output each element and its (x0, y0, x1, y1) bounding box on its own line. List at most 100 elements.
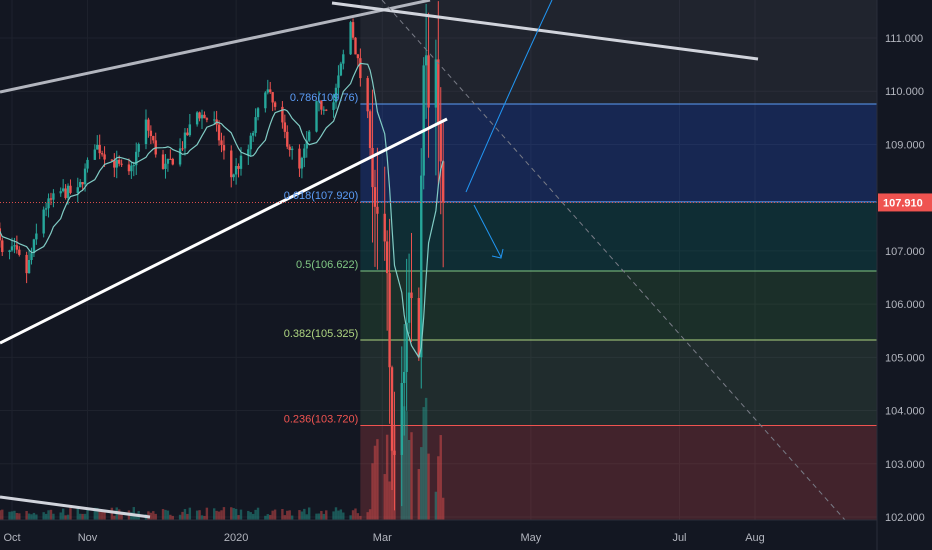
volume-bar (234, 508, 238, 520)
candle-body (434, 59, 438, 108)
x-tick-label: Mar (373, 532, 392, 544)
current-price-tag: 107.910 (878, 193, 932, 212)
candle-body (239, 155, 243, 169)
candle-body (181, 148, 184, 150)
volume-bar (298, 510, 301, 520)
candle-body (212, 119, 216, 121)
candle-body (217, 124, 221, 141)
volume-bar (434, 491, 438, 520)
candles (0, 1, 445, 511)
volume-bar (35, 514, 38, 520)
volume-bar (86, 507, 89, 520)
volume-bar (83, 513, 87, 520)
volume-bar (120, 512, 123, 520)
candle-body (1, 240, 4, 252)
candle-body (256, 108, 260, 118)
candle-body (230, 150, 233, 178)
volume-bar (290, 515, 294, 520)
descending-resistance-line (331, 1, 759, 61)
candle-body (342, 54, 345, 64)
volume-bar (96, 507, 99, 520)
volume-bar (10, 511, 14, 520)
candle-body (113, 160, 116, 168)
candle-body (283, 122, 287, 132)
dashed-projection-line (381, 0, 846, 521)
volume-bar (69, 507, 72, 520)
candle-body (288, 146, 291, 151)
candle-body (120, 163, 123, 165)
drawings (0, 0, 877, 521)
volume-bar (1, 509, 4, 520)
candle-body (18, 249, 21, 255)
fib-level-label: 0.618(107.920) (284, 190, 359, 202)
candle-body (388, 273, 391, 368)
candle-body (110, 159, 114, 161)
volume-bar (166, 510, 170, 520)
candle-body (98, 144, 101, 154)
volume-bar (237, 515, 240, 520)
volume-bar (322, 513, 326, 520)
candle-body (178, 148, 182, 165)
volume-bar (25, 510, 28, 520)
volume-bar (342, 512, 345, 520)
volume-bar (283, 515, 287, 520)
candle-body (441, 161, 445, 203)
bottom-trend-line (0, 495, 151, 519)
volume-bar (427, 453, 430, 520)
candle-body (247, 149, 250, 156)
current-price-tag-bg (878, 193, 932, 212)
downside-arrow-head (491, 248, 504, 259)
volume-bar (47, 510, 50, 520)
candle-body (325, 109, 328, 111)
candle-body (61, 188, 65, 192)
candle-body (298, 148, 301, 169)
y-tick-label: 102.000 (885, 512, 925, 524)
x-tick-label: Oct (3, 532, 20, 544)
volume-bar (98, 509, 101, 520)
downside-arrow-shaft (473, 204, 502, 258)
candle-body (86, 159, 89, 169)
candle-body (32, 239, 36, 254)
volume-bar (212, 508, 216, 520)
candle-body (417, 298, 421, 358)
candle-body (42, 209, 45, 234)
y-tick-label: 106.000 (885, 299, 925, 311)
volume-bar (18, 513, 21, 520)
volume-bar (232, 508, 235, 520)
candle-body (27, 260, 31, 274)
fib-level-label: 0.236(103.720) (284, 413, 359, 425)
candle-body (234, 166, 238, 175)
candle-body (49, 198, 53, 200)
volume-bar (254, 509, 257, 520)
candle-body (10, 246, 14, 251)
volume-bar (66, 514, 70, 520)
current-price-tag-label: 107.910 (883, 197, 923, 209)
candle-body (222, 145, 226, 151)
fib-zone (360, 271, 877, 341)
volume-bar (81, 513, 84, 520)
volume-bar (264, 515, 267, 520)
y-tick-label: 104.000 (885, 406, 925, 418)
volume-bar (317, 513, 321, 520)
volume-bar (130, 512, 133, 520)
volume-bar (339, 509, 343, 520)
candle-body (15, 245, 19, 250)
volume-bar (388, 481, 391, 520)
volume-bar (49, 509, 53, 520)
candle-body (220, 140, 223, 146)
fib-level-label: 0.382(105.325) (284, 328, 359, 340)
candle-body (195, 112, 199, 125)
candle-body (115, 159, 118, 168)
volume-bar (15, 512, 19, 520)
x-tick-label: Aug (745, 532, 765, 544)
candle-body (59, 191, 62, 194)
volume-bar (183, 509, 187, 520)
y-tick-label: 103.000 (885, 459, 925, 471)
volume-bar (356, 513, 360, 520)
candle-body (66, 185, 70, 198)
candle-body (427, 55, 430, 108)
candle-body (103, 154, 106, 160)
x-axis: Oct Nov 2020 Mar May Jul Aug (0, 519, 877, 544)
candle-body (351, 22, 355, 38)
